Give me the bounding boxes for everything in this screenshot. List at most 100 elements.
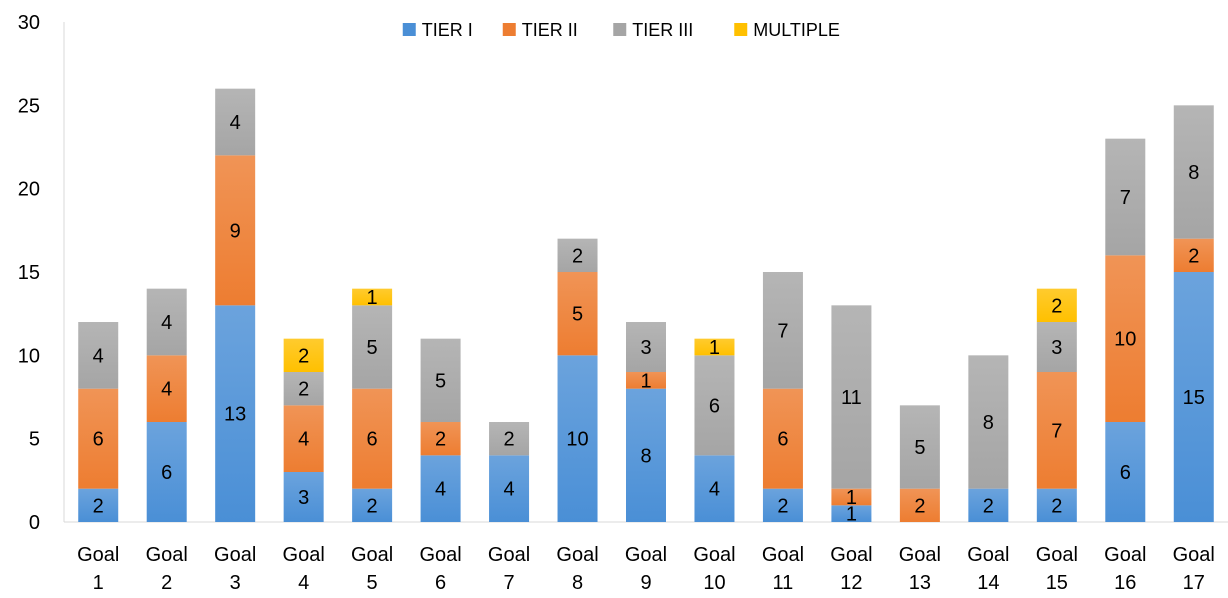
legend: TIER I TIER II TIER III MULTIPLE	[402, 20, 840, 40]
bar-segment-tier-i	[78, 488, 119, 522]
data-label: 1	[640, 370, 651, 392]
data-label: 6	[777, 429, 788, 451]
bar-segment-tier-ii	[146, 355, 187, 422]
data-label: 13	[224, 404, 246, 426]
legend-label: MULTIPLE	[753, 20, 840, 40]
bar-segment-tier-i	[557, 355, 598, 522]
data-label: 4	[435, 479, 446, 501]
bar-segment-tier-iii	[1173, 105, 1214, 239]
bar-segment-tier-i	[694, 455, 735, 522]
x-tick-label: Goal 9	[625, 544, 667, 594]
data-label: 2	[1051, 495, 1062, 517]
data-label: 7	[1120, 187, 1131, 209]
bar-segment-tier-iii	[420, 338, 461, 422]
bar-segment-tier-i	[762, 488, 803, 522]
bar-segment-multiple	[283, 338, 324, 372]
bar-segment-tier-i	[283, 472, 324, 522]
legend-swatch	[613, 23, 627, 36]
bar-segment-tier-iii	[694, 355, 735, 456]
data-label: 6	[1120, 462, 1131, 484]
bar-segment-tier-iii	[1105, 138, 1146, 256]
data-label: 9	[230, 220, 241, 242]
data-label: 8	[1188, 162, 1199, 184]
legend-label: TIER III	[632, 20, 693, 40]
y-tick-label: 20	[18, 179, 40, 201]
bar-segment-tier-iii	[968, 355, 1009, 489]
legend-swatch	[402, 23, 416, 36]
y-tick-label: 25	[18, 95, 40, 117]
x-tick-label: Goal 14	[967, 544, 1009, 594]
bar-segment-tier-ii	[283, 405, 324, 472]
bar-segment-tier-ii	[352, 388, 393, 489]
data-label: 6	[367, 429, 378, 451]
x-axis-labels: Goal 1 Goal 2 Goal 3 Goal 4 Goal 5 Goal 6 Goal 7 Goal 8…	[77, 544, 1215, 594]
x-tick-label: Goal 12	[830, 544, 872, 594]
bar-segment-tier-iii	[146, 288, 187, 356]
y-axis-ticks: 0 5 10 15 20 25 30	[18, 12, 40, 534]
y-tick-label: 5	[29, 429, 40, 451]
data-label: 2	[572, 245, 583, 267]
data-label: 2	[983, 495, 994, 517]
data-label: 1	[709, 337, 720, 359]
data-label: 2	[914, 495, 925, 517]
bar-segment-tier-i	[420, 455, 461, 522]
data-label: 1	[846, 504, 857, 526]
data-label: 15	[1183, 387, 1205, 409]
bar-segment-tier-iii	[762, 272, 803, 389]
data-label: 4	[298, 429, 309, 451]
data-label: 2	[93, 495, 104, 517]
y-tick-label: 30	[18, 12, 40, 34]
data-label: 1	[367, 287, 378, 309]
bar-segment-tier-ii	[831, 488, 872, 506]
bar-segment-tier-ii	[1036, 372, 1077, 489]
x-tick-label: Goal 16	[1104, 544, 1146, 594]
bar-segment-tier-ii	[899, 488, 940, 522]
y-tick-label: 0	[29, 512, 40, 534]
bar-segment-tier-iii	[831, 305, 872, 489]
bar-segment-tier-iii	[1036, 322, 1077, 372]
legend-swatch	[502, 23, 516, 36]
data-label: 2	[367, 495, 378, 517]
bar-segment-tier-iii	[215, 88, 256, 156]
x-tick-label: Goal 15	[1036, 544, 1078, 594]
x-tick-label: Goal 3	[214, 544, 256, 594]
data-label: 3	[298, 487, 309, 509]
legend-label: TIER II	[522, 20, 578, 40]
data-label: 10	[1114, 329, 1136, 351]
x-tick-label: Goal 17	[1173, 544, 1215, 594]
data-label: 2	[435, 429, 446, 451]
x-tick-label: Goal 11	[762, 544, 804, 594]
data-label: 7	[1051, 420, 1062, 442]
y-tick-label: 15	[18, 262, 40, 284]
bar-segment-tier-i	[968, 488, 1009, 522]
data-label: 6	[161, 462, 172, 484]
data-label: 2	[777, 495, 788, 517]
y-tick-label: 10	[18, 345, 40, 367]
data-label: 10	[566, 429, 588, 451]
bar-segment-tier-iii	[78, 322, 119, 389]
data-label: 1	[846, 487, 857, 509]
bar-segment-tier-iii	[489, 422, 530, 456]
bar-segment-tier-ii	[626, 372, 666, 389]
data-label: 4	[93, 345, 104, 367]
data-label: 4	[230, 112, 241, 134]
bar-segment-tier-iii	[899, 405, 940, 489]
data-label: 2	[298, 379, 309, 401]
bar-segment-multiple	[1036, 288, 1077, 322]
bar-segment-tier-i	[831, 505, 872, 522]
x-tick-label: Goal 5	[351, 544, 393, 594]
bar-segment-tier-iii	[557, 238, 598, 272]
data-label: 7	[777, 320, 788, 342]
bar-segment-multiple	[352, 288, 393, 306]
data-label: 2	[1051, 295, 1062, 317]
bar-segment-tier-ii	[762, 388, 803, 489]
data-label: 5	[435, 370, 446, 392]
x-tick-label: Goal 2	[146, 544, 188, 594]
x-tick-label: Goal 1	[77, 544, 119, 594]
data-label: 2	[503, 429, 514, 451]
x-tick-label: Goal 7	[488, 544, 530, 594]
data-label: 2	[1188, 245, 1199, 267]
legend-label: TIER I	[422, 20, 473, 40]
